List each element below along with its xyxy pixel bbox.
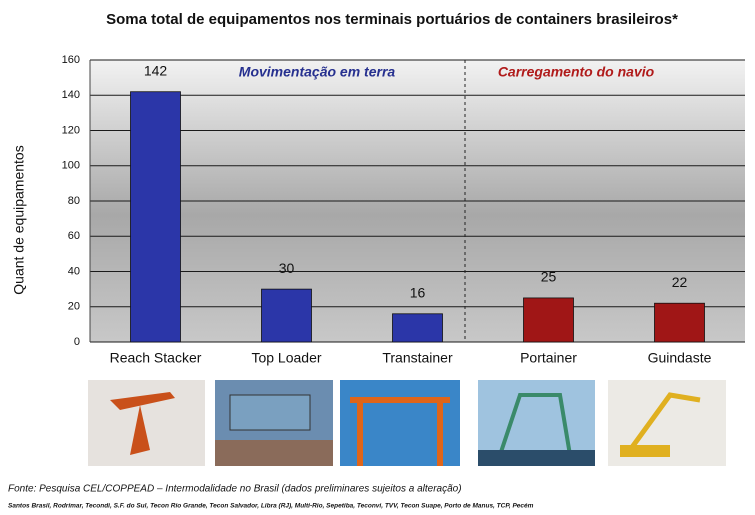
y-tick-label: 20: [68, 301, 80, 313]
y-tick-label: 100: [62, 160, 80, 172]
photos: [88, 380, 726, 466]
source-detail: Santos Brasil, Rodrimar, Tecondi, S.F. d…: [8, 503, 534, 510]
bar: [261, 288, 312, 343]
x-tick-label: Portainer: [520, 350, 577, 366]
bar: [654, 302, 705, 343]
chart-title: Soma total de equipamentos nos terminais…: [106, 11, 678, 28]
value-label: 25: [541, 269, 557, 285]
y-tick-label: 40: [68, 265, 80, 277]
annotation: Carregamento do navio: [498, 64, 655, 80]
x-tick-label: Transtainer: [382, 350, 453, 366]
value-label: 22: [672, 274, 688, 290]
annotation: Movimentação em terra: [239, 64, 396, 80]
x-tick-label: Guindaste: [648, 350, 712, 366]
value-label: 142: [144, 62, 168, 78]
y-tick-label: 80: [68, 195, 80, 207]
y-tick-label: 60: [68, 230, 80, 242]
y-tick-label: 160: [62, 54, 80, 66]
x-tick-label: Top Loader: [251, 350, 321, 366]
y-axis-label: Quant de equipamentos: [11, 145, 27, 294]
y-tick-label: 0: [74, 336, 80, 348]
x-tick-label: Reach Stacker: [110, 350, 202, 366]
value-label: 16: [410, 285, 426, 301]
y-tick-label: 120: [62, 124, 80, 136]
y-tick-label: 140: [62, 89, 80, 101]
bar: [130, 91, 181, 343]
bar: [392, 313, 443, 343]
bar: [523, 297, 574, 343]
source: Fonte: Pesquisa CEL/COPPEAD – Intermodal…: [8, 484, 462, 495]
value-label: 30: [279, 260, 295, 276]
